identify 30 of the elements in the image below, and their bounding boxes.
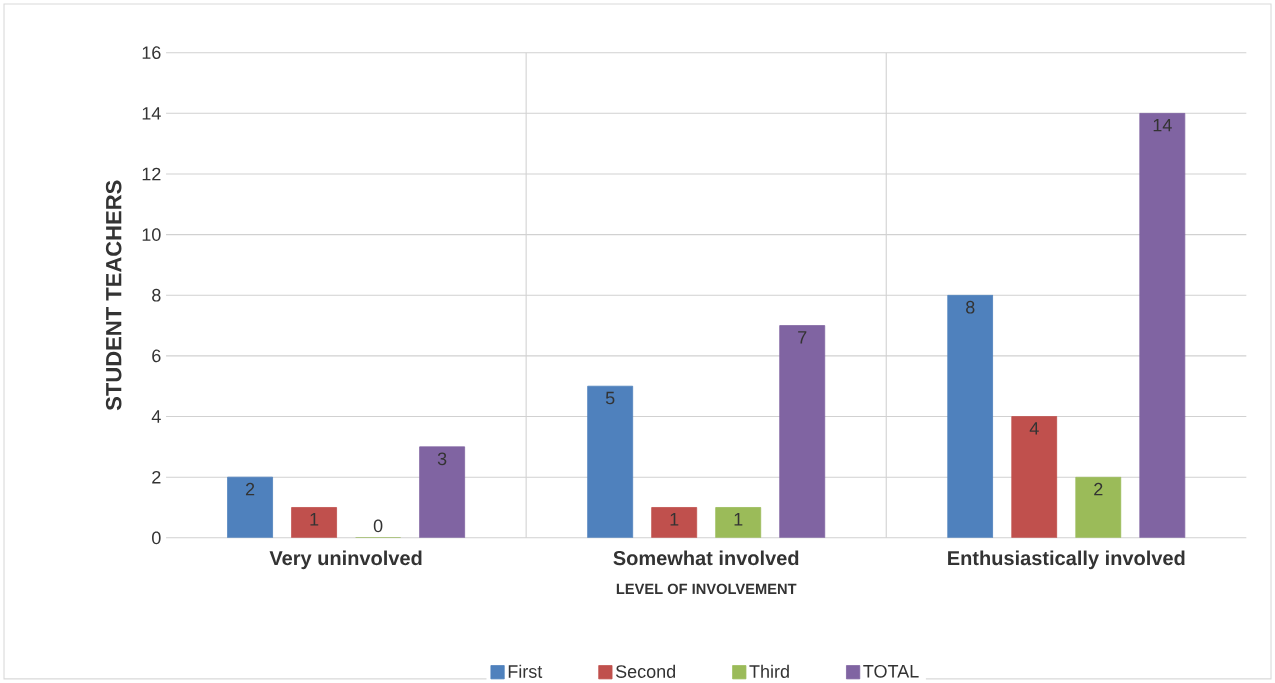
y-tick-label: 6	[152, 349, 161, 363]
y-axis-title: STUDENT TEACHERS	[105, 180, 122, 411]
x-axis-title: LEVEL OF INVOLVEMENT	[616, 583, 797, 595]
data-label: 3	[437, 452, 447, 466]
y-tick-label: 2	[152, 470, 161, 484]
y-tick-label: 8	[152, 288, 161, 302]
y-tick-label: 4	[151, 410, 161, 423]
x-tick-label: Very uninvolved	[269, 550, 422, 570]
legend-label: Second	[615, 664, 676, 678]
x-tick-label: Enthusiastically involved	[948, 550, 1185, 570]
data-label: 1	[670, 513, 679, 526]
x-tick-label: Somewhat involved	[613, 550, 799, 566]
y-tick-label: 16	[142, 46, 161, 60]
data-label: 1	[734, 513, 743, 526]
y-tick-label: 12	[142, 167, 161, 181]
y-tick-label: 14	[142, 107, 161, 120]
data-label: 7	[798, 331, 807, 344]
data-label: 14	[1153, 119, 1172, 132]
y-tick-label: 0	[152, 531, 161, 545]
data-label: 2	[1094, 482, 1103, 496]
legend-label: TOTAL	[863, 665, 919, 678]
data-label: 8	[966, 300, 975, 314]
data-label: 4	[1029, 422, 1039, 435]
data-label: 2	[245, 482, 255, 496]
legend-label: First	[508, 664, 543, 678]
data-label: 0	[373, 519, 383, 533]
y-tick-label: 10	[142, 228, 161, 242]
legend-label: Third	[749, 664, 789, 678]
data-label: 5	[605, 391, 615, 405]
data-label: 1	[310, 513, 319, 526]
